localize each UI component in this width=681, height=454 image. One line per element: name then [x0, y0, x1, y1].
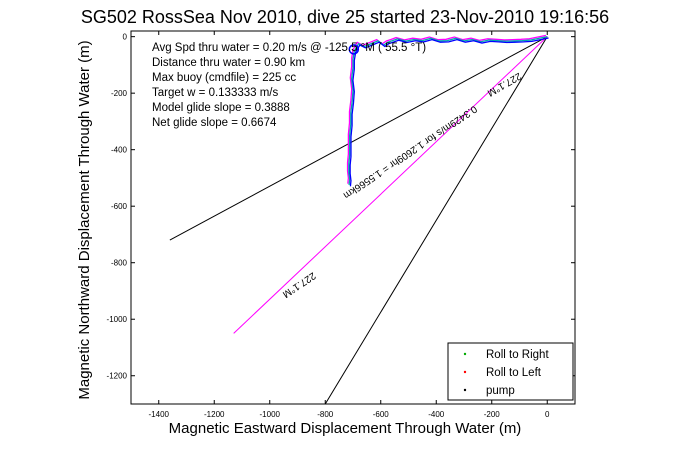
y-tick-label: -1200	[107, 372, 128, 381]
legend-marker	[463, 352, 467, 356]
y-tick-label: -600	[111, 202, 128, 211]
track-line	[348, 36, 548, 186]
info-line: Net glide slope = 0.6674	[152, 117, 277, 129]
track-line	[346, 34, 547, 184]
x-tick-label: -1400	[149, 410, 170, 419]
track-line	[349, 37, 549, 187]
legend-label: pump	[486, 385, 515, 397]
legend-marker	[463, 388, 467, 392]
x-tick-label: -600	[373, 410, 390, 419]
x-tick-label: -1200	[204, 410, 225, 419]
y-tick-label: -200	[111, 89, 128, 98]
info-line: Avg Spd thru water = 0.20 m/s @ -125.5 °…	[152, 42, 426, 54]
legend-marker	[463, 370, 467, 374]
x-axis-label: Magnetic Eastward Displacement Through W…	[169, 420, 522, 437]
info-line: Distance thru water = 0.90 km	[152, 57, 305, 69]
dive-info-text: Avg Spd thru water = 0.20 m/s @ -125.5 °…	[152, 42, 426, 129]
y-tick-label: -1000	[107, 315, 128, 324]
x-tick-label: -400	[428, 410, 445, 419]
legend-label: Roll to Right	[486, 349, 549, 361]
start-marker	[348, 44, 360, 55]
figure-title: SG502 RossSea Nov 2010, dive 25 started …	[81, 7, 609, 27]
glider-track	[346, 34, 549, 187]
y-tick-label: 0	[123, 33, 128, 42]
y-tick-label: -400	[111, 146, 128, 155]
reference-line	[233, 36, 548, 334]
info-line: Target w = 0.133333 m/s	[152, 87, 279, 99]
x-tick-label: -1000	[260, 410, 281, 419]
legend: Roll to Right Roll to Left pump	[447, 342, 574, 401]
legend-label: Roll to Left	[486, 367, 542, 379]
y-axis-ticks: 0 -200 -400 -600 -800 -1000 -1200	[107, 33, 575, 381]
info-line: Max buoy (cmdfile) = 225 cc	[152, 72, 296, 84]
x-tick-label: -200	[484, 410, 501, 419]
x-tick-label: -800	[317, 410, 334, 419]
info-line: Model glide slope = 0.3888	[152, 102, 290, 114]
x-axis-ticks: -1400 -1200 -1000 -800 -600 -400 -200 0	[149, 31, 550, 419]
reference-line	[169, 36, 548, 241]
reference-line	[324, 36, 548, 405]
y-tick-label: -800	[111, 259, 128, 268]
x-tick-label: 0	[545, 410, 550, 419]
reference-lines	[169, 36, 548, 405]
y-axis-label: Magnetic Northward Displacement Through …	[76, 40, 93, 399]
legend-box	[447, 342, 574, 401]
